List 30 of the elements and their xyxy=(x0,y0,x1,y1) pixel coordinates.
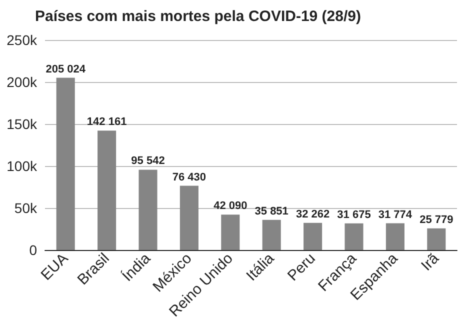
bar xyxy=(221,214,240,250)
y-tick-label: 0 xyxy=(29,242,38,258)
x-tick-label: EUA xyxy=(38,250,72,284)
data-label: 35 851 xyxy=(254,205,288,218)
data-label: 142 161 xyxy=(86,116,127,128)
data-label: 31 675 xyxy=(337,208,371,221)
data-label: 42 090 xyxy=(214,200,248,212)
bar xyxy=(262,220,281,250)
data-label: 32 262 xyxy=(296,208,330,220)
data-label: 95 542 xyxy=(131,155,165,168)
bar xyxy=(56,78,75,250)
y-tick-label: 200k xyxy=(6,74,38,90)
data-label: 25 779 xyxy=(420,214,454,226)
bar xyxy=(304,222,322,250)
bar xyxy=(180,186,198,250)
x-tick-label: Itália xyxy=(243,250,278,284)
chart-title: Países com mais mortes pela COVID-19 (28/9) xyxy=(35,8,361,25)
bar xyxy=(98,130,116,250)
bar xyxy=(138,170,158,250)
y-tick-label: 250k xyxy=(6,32,38,48)
bar xyxy=(386,223,404,250)
data-label: 31 774 xyxy=(378,208,413,221)
data-label: 205 024 xyxy=(46,63,86,76)
bar xyxy=(427,228,446,250)
y-tick-label: 100k xyxy=(6,158,38,174)
x-tick-label: Irã xyxy=(418,250,443,274)
data-label: 76 430 xyxy=(172,171,206,184)
y-tick-label: 50k xyxy=(14,200,38,216)
y-tick-label: 150k xyxy=(6,116,38,132)
bar xyxy=(344,223,364,250)
